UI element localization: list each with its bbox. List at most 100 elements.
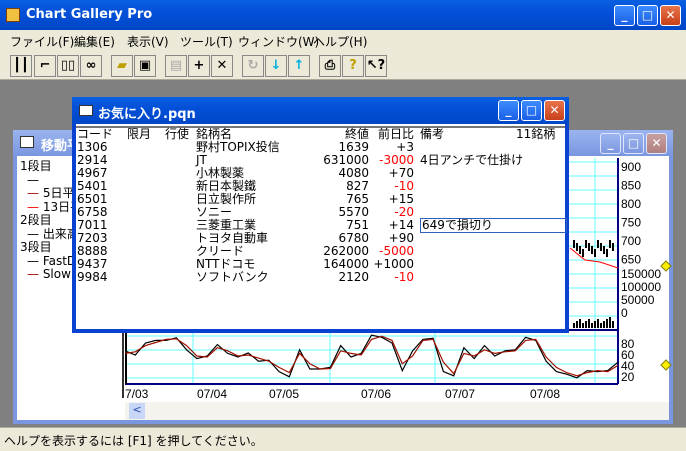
cell-change[interactable]: +3: [396, 140, 414, 154]
table-row[interactable]: 7203 トヨタ自動車 6780 +90: [76, 232, 565, 245]
cell-change[interactable]: +1000: [373, 257, 414, 271]
cell-name[interactable]: クリード: [196, 244, 245, 258]
cell-code[interactable]: 6758: [77, 205, 108, 219]
help-icon[interactable]: ?: [342, 55, 364, 77]
header-code[interactable]: コード: [77, 127, 114, 141]
cell-code[interactable]: 4967: [77, 166, 108, 180]
cell-name[interactable]: JT: [196, 153, 207, 167]
legend-item: 3段目: [20, 240, 52, 254]
horizontal-scrollbar[interactable]: <: [125, 402, 669, 420]
cell-close[interactable]: 765: [346, 192, 369, 206]
menu-view[interactable]: 表示(V): [127, 35, 169, 49]
cell-note[interactable]: 4日アンチで仕掛け: [420, 153, 524, 167]
maximize-button[interactable]: □: [637, 5, 658, 26]
cell-change[interactable]: +70: [388, 166, 414, 180]
cell-change[interactable]: -10: [394, 179, 414, 193]
menu-tools[interactable]: ツール(T): [180, 35, 233, 49]
favorites-maximize-button[interactable]: □: [521, 100, 542, 121]
arrow-up-icon[interactable]: ↑: [288, 55, 310, 77]
properties-icon[interactable]: ▤: [165, 55, 187, 77]
cell-close[interactable]: 6780: [338, 231, 369, 245]
context-help-icon[interactable]: ↖?: [365, 55, 387, 77]
cell-code[interactable]: 9437: [77, 257, 108, 271]
cell-code[interactable]: 5401: [77, 179, 108, 193]
close-button[interactable]: ✕: [660, 5, 681, 26]
cross-icon[interactable]: ✕: [211, 55, 233, 77]
cell-change[interactable]: +14: [388, 218, 414, 232]
volume-bar: [585, 321, 587, 328]
cell-close[interactable]: 262000: [323, 244, 369, 258]
chart-maximize-button[interactable]: □: [623, 133, 644, 154]
cell-change[interactable]: -5000: [379, 244, 414, 258]
cell-name[interactable]: 野村TOPIX投信: [196, 140, 280, 154]
step-chart-icon[interactable]: ⌐: [34, 55, 56, 77]
open-folder-icon[interactable]: ▰: [111, 55, 133, 77]
cell-close[interactable]: 164000: [323, 257, 369, 271]
table-row[interactable]: 6758 ソニー 5570 -20: [76, 206, 565, 219]
print-icon[interactable]: ⎙: [319, 55, 341, 77]
cell-change[interactable]: -10: [394, 270, 414, 284]
stock-count: 11銘柄: [516, 127, 556, 141]
table-row[interactable]: 7011 三菱重工業 751 +14 649で損切り: [76, 218, 567, 233]
menu-edit[interactable]: 編集(E): [74, 35, 115, 49]
cell-close[interactable]: 631000: [323, 153, 369, 167]
refresh-icon[interactable]: ↻: [242, 55, 264, 77]
scroll-left-button[interactable]: <: [129, 403, 145, 419]
cell-close[interactable]: 827: [346, 179, 369, 193]
cell-name[interactable]: 新日本製鐵: [196, 179, 257, 193]
header-close[interactable]: 終値: [344, 127, 369, 141]
minimize-button[interactable]: _: [614, 5, 635, 26]
table-row[interactable]: 5401 新日本製鐵 827 -10: [76, 180, 565, 193]
cell-code[interactable]: 2914: [77, 153, 108, 167]
menu-window[interactable]: ウィンドウ(W): [238, 35, 320, 49]
cell-note[interactable]: 649で損切り: [420, 218, 567, 233]
header-name[interactable]: 銘柄名: [196, 127, 233, 141]
cell-code[interactable]: 6501: [77, 192, 108, 206]
cell-close[interactable]: 2120: [338, 270, 369, 284]
cell-close[interactable]: 5570: [338, 205, 369, 219]
cell-name[interactable]: ソニー: [196, 205, 233, 219]
menu-help[interactable]: ヘルプ(H): [313, 35, 368, 49]
cell-name[interactable]: トヨタ自動車: [196, 231, 269, 245]
table-row[interactable]: 1306 野村TOPIX投信 1639 +3: [76, 141, 565, 154]
binoculars-icon[interactable]: ∞: [80, 55, 102, 77]
cell-change[interactable]: -20: [394, 205, 414, 219]
cell-code[interactable]: 7203: [77, 231, 108, 245]
cell-name[interactable]: NTTドコモ: [196, 257, 256, 271]
table-row[interactable]: 9437 NTTドコモ 164000 +1000: [76, 258, 565, 271]
cell-change[interactable]: +15: [388, 192, 414, 206]
header-change[interactable]: 前日比: [377, 127, 414, 141]
cell-code[interactable]: 7011: [77, 218, 108, 232]
cell-close[interactable]: 751: [346, 218, 369, 232]
cell-change[interactable]: -3000: [379, 153, 414, 167]
menu-file[interactable]: ファイル(F): [10, 35, 75, 49]
cell-name[interactable]: 小林製薬: [196, 166, 245, 180]
cell-code[interactable]: 8888: [77, 244, 108, 258]
table-row[interactable]: 9984 ソフトバンク 2120 -10: [76, 271, 565, 284]
table-row[interactable]: 6501 日立製作所 765 +15: [76, 193, 565, 206]
favorites-minimize-button[interactable]: _: [498, 100, 519, 121]
cell-change[interactable]: +90: [388, 231, 414, 245]
save-icon[interactable]: ▣: [134, 55, 156, 77]
table-row[interactable]: 4967 小林製薬 4080 +70: [76, 167, 565, 180]
cell-name[interactable]: ソフトバンク: [196, 270, 269, 284]
cell-name[interactable]: 三菱重工業: [196, 218, 257, 232]
cell-code[interactable]: 1306: [77, 140, 108, 154]
favorites-close-button[interactable]: ✕: [544, 100, 565, 121]
candlestick-icon[interactable]: ┃┃: [10, 55, 32, 77]
plus-icon[interactable]: +: [188, 55, 210, 77]
oscillator-axis-label: 40: [621, 359, 635, 373]
header-month[interactable]: 限月: [127, 127, 152, 141]
arrow-down-icon[interactable]: ↓: [265, 55, 287, 77]
chart-minimize-button[interactable]: _: [600, 133, 621, 154]
cell-code[interactable]: 9984: [77, 270, 108, 284]
cell-close[interactable]: 4080: [338, 166, 369, 180]
table-row[interactable]: 8888 クリード 262000 -5000: [76, 245, 565, 258]
header-strike[interactable]: 行使: [165, 127, 190, 141]
cell-close[interactable]: 1639: [338, 140, 369, 154]
header-note[interactable]: 備考: [420, 127, 445, 141]
chart-close-button[interactable]: ✕: [646, 133, 667, 154]
table-row[interactable]: 2914 JT 631000 -3000 4日アンチで仕掛け: [76, 154, 565, 167]
split-view-icon[interactable]: ▯▯: [57, 55, 79, 77]
cell-name[interactable]: 日立製作所: [196, 192, 257, 206]
